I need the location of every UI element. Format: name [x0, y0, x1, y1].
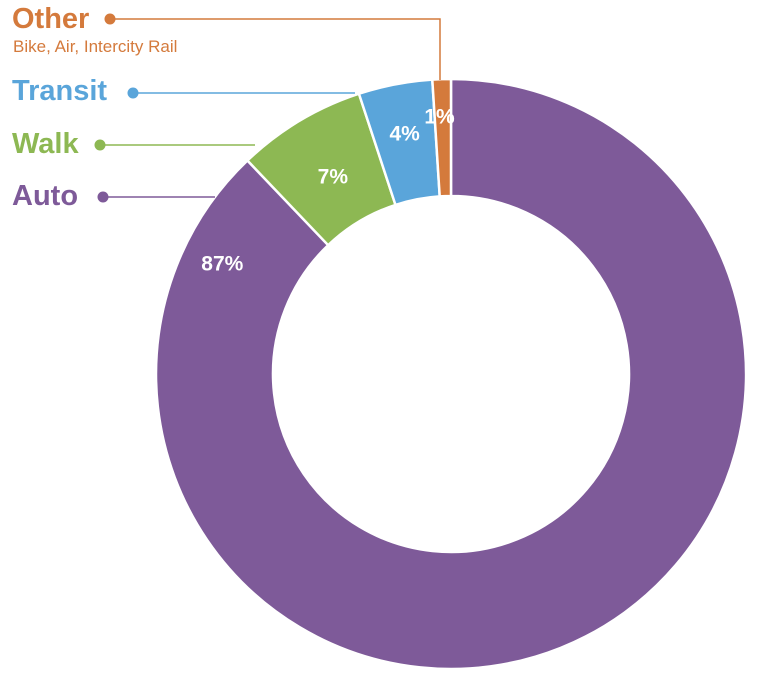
slice-auto — [154, 77, 748, 671]
slice-other — [431, 77, 453, 198]
value-label-group: 87% 7% 4%1% — [201, 105, 455, 275]
legend-label-auto: Auto — [12, 180, 78, 212]
connector-other — [110, 18, 441, 80]
legend-dot-other — [104, 13, 116, 25]
legend-connector-group — [100, 18, 441, 198]
legend-dot-transit — [127, 87, 139, 99]
legend-dot-auto — [97, 191, 109, 203]
legend: Auto Walk Transit Other Bike, Air, Intercity… — [12, 3, 177, 212]
legend-label-walk: Walk — [12, 128, 79, 160]
legend-label-other: Other — [12, 3, 89, 35]
legend-label-transit: Transit — [12, 75, 107, 107]
value-label-transit: 4% — [389, 122, 420, 145]
value-label-other: 1% — [424, 105, 455, 128]
legend-dot-walk — [94, 139, 106, 151]
value-label-auto: 87% — [201, 252, 243, 275]
legend-sublabel-other: Bike, Air, Intercity Rail — [13, 37, 177, 56]
slice-group — [154, 77, 748, 671]
value-label-walk: 7% — [318, 166, 349, 189]
